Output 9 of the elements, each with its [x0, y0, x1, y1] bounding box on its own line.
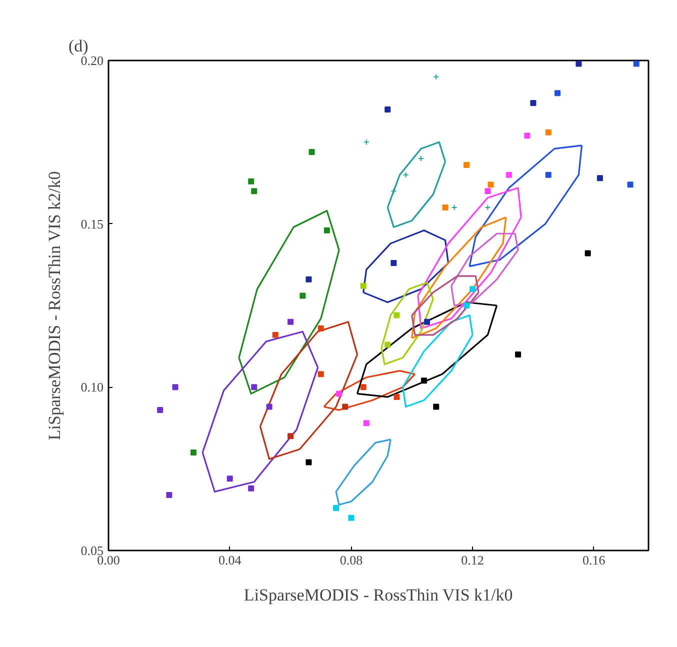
y-axis-title: LiSparseMODIS - RossThin VIS k2/k0: [44, 171, 64, 440]
x-tick-label: 0.16: [582, 552, 606, 568]
x-tick-label: 0.04: [218, 552, 242, 568]
y-tick-label: 0.15: [80, 216, 104, 232]
x-tick-label: 0.08: [340, 552, 363, 568]
y-tick-label: 0.10: [80, 380, 104, 395]
x-tick-label: 0.12: [461, 552, 484, 568]
chart-title: (d): [68, 36, 88, 56]
x-axis-title: LiSparseMODIS - RossThin VIS k1/k0: [244, 586, 513, 604]
